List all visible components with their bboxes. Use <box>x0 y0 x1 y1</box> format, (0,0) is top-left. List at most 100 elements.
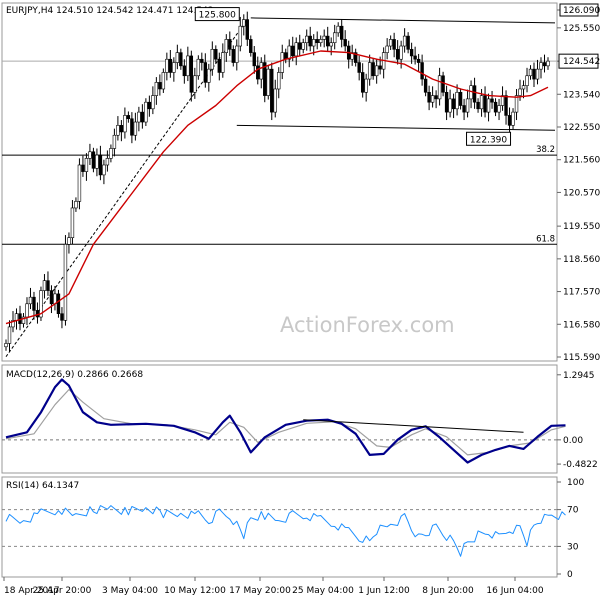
candle-body <box>542 62 547 67</box>
trendline-top <box>250 17 556 24</box>
candle-body <box>95 154 99 169</box>
candle-body <box>235 45 239 63</box>
candle-body <box>378 65 382 70</box>
candle-body <box>500 95 505 106</box>
candle-body <box>11 320 15 328</box>
candle-body <box>81 164 85 172</box>
candle-body <box>339 25 344 40</box>
candle-body <box>119 125 124 133</box>
candle-body <box>200 58 204 63</box>
candle-body <box>497 105 501 113</box>
price-axis-label: 121.560 <box>563 156 600 166</box>
candle-body <box>161 72 166 90</box>
candle-body <box>28 296 33 305</box>
candle-body <box>357 62 361 73</box>
candle-body <box>521 85 526 90</box>
candle-body <box>451 98 456 110</box>
candle-body <box>392 39 396 50</box>
candle-body <box>193 75 197 93</box>
candle-body <box>168 58 173 73</box>
candle-body <box>441 75 445 93</box>
candle-body <box>245 19 249 40</box>
rsi-panel-header: RSI(14) 64.1347 <box>6 481 79 491</box>
candle-body <box>196 58 201 77</box>
candle-body <box>270 68 274 113</box>
candle-body <box>277 72 281 90</box>
candle-body <box>112 134 117 149</box>
price-axis-label: 123.540 <box>563 90 600 100</box>
x-axis-label: 1 Jun 12:00 <box>358 586 410 596</box>
candle-body <box>350 52 354 60</box>
candle-body <box>409 49 414 57</box>
candle-body <box>371 62 375 77</box>
candle-body <box>224 39 228 53</box>
candle-body <box>266 68 270 96</box>
candle-body <box>329 42 333 47</box>
candle-body <box>182 65 187 77</box>
candle-body <box>532 68 536 80</box>
candle-body <box>172 62 176 73</box>
candle-body <box>416 58 421 63</box>
candle-body <box>151 95 155 110</box>
candle-body <box>175 52 180 63</box>
candle-body <box>402 35 407 47</box>
candle-body <box>88 151 92 159</box>
candle-body <box>60 313 64 321</box>
candle-body <box>315 39 319 44</box>
candle-body <box>14 313 19 321</box>
price-annotation-label: 122.390 <box>470 135 507 145</box>
rsi-line <box>5 505 566 557</box>
candle-body <box>147 101 152 110</box>
x-axis-label: 18 Apr 2017 <box>4 586 60 596</box>
rsi-axis-label: 70 <box>567 506 579 516</box>
candle-body <box>126 115 131 120</box>
price-annotation-label: 125.800 <box>199 11 236 21</box>
x-axis-label: 25 Apr 20:00 <box>33 586 92 596</box>
candle-body <box>448 98 452 113</box>
macd-line <box>5 378 566 464</box>
candle-body <box>84 158 89 172</box>
candle-body <box>42 280 47 291</box>
price-panel: EURJPY,H4 124.510 124.542 124.471 124.54… <box>1 2 558 362</box>
candle-body <box>32 296 36 311</box>
candle-body <box>165 58 169 73</box>
candle-body <box>490 98 494 103</box>
candle-body <box>280 52 284 73</box>
candle-body <box>179 52 183 67</box>
candle-body <box>263 62 267 96</box>
price-axis-label: 125.550 <box>563 24 600 34</box>
candle-body <box>154 82 159 96</box>
candle-body <box>504 95 508 116</box>
candle-body <box>336 25 340 34</box>
price-axis-label: 117.570 <box>563 288 600 298</box>
watermark: ActionForex.com <box>280 313 455 337</box>
current-price-tag-label: 124.542 <box>563 57 600 67</box>
candle-body <box>486 98 491 113</box>
candle-body <box>91 151 96 169</box>
price-axis-label: 118.560 <box>563 255 600 265</box>
candle-body <box>444 91 449 113</box>
candle-body <box>434 95 438 100</box>
candle-body <box>70 207 75 238</box>
candle-body <box>137 111 141 123</box>
candle-body <box>437 75 442 100</box>
candle-body <box>535 68 540 80</box>
rsi-axis-label: 100 <box>567 478 584 488</box>
current-price-tag <box>558 53 599 69</box>
candle-body <box>130 118 134 136</box>
candle-body <box>228 39 232 50</box>
x-axis-label: 25 May 04:00 <box>292 586 354 596</box>
candle-body <box>319 39 323 44</box>
candle-body <box>518 88 522 96</box>
candle-body <box>360 72 365 93</box>
price-panel-frame <box>1 2 558 362</box>
candle-body <box>4 343 8 348</box>
candle-body <box>63 244 68 321</box>
macd-axis-label: -0.4822 <box>563 460 598 470</box>
candle-body <box>46 280 50 291</box>
candle-body <box>116 125 120 136</box>
candle-body <box>238 25 242 47</box>
candle-body <box>465 98 470 113</box>
price-axis-label: 119.550 <box>563 222 600 232</box>
